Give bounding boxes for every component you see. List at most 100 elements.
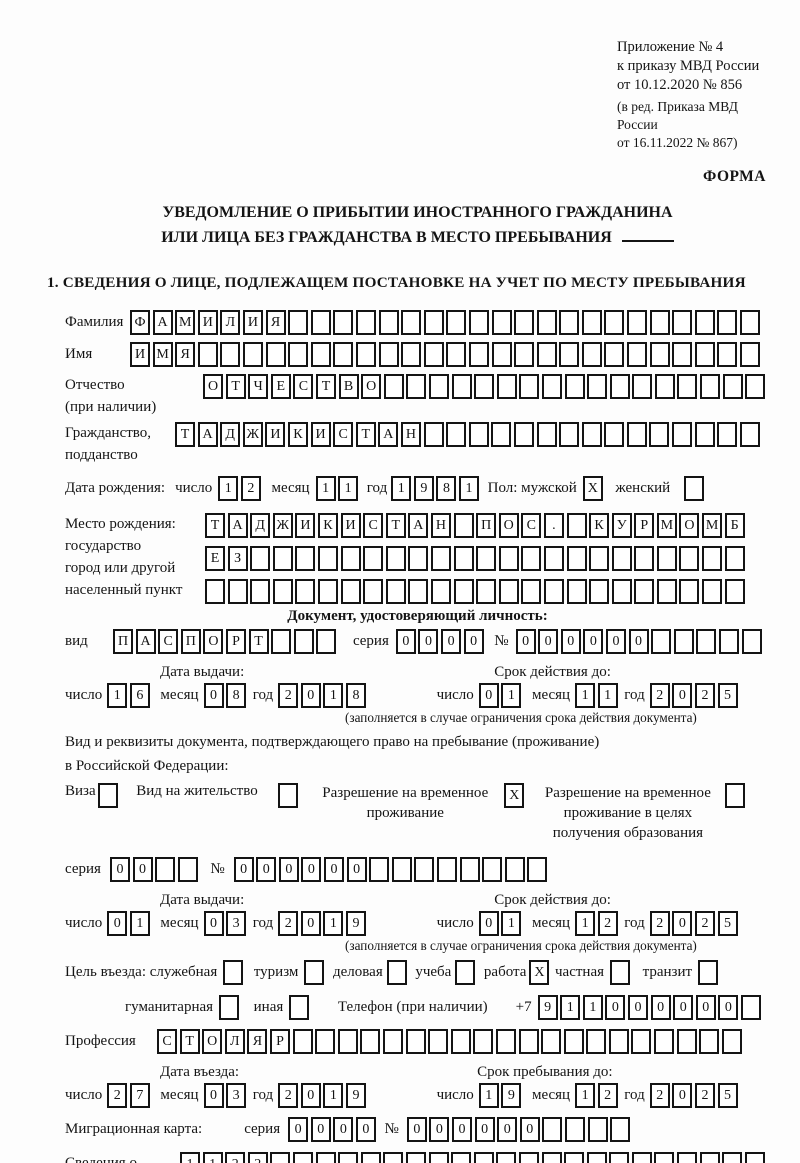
- char-cell[interactable]: И: [130, 342, 150, 367]
- char-cell[interactable]: [587, 374, 608, 399]
- char-cell[interactable]: Ч: [248, 374, 269, 399]
- char-cell[interactable]: [649, 422, 670, 447]
- char-cell[interactable]: Е: [270, 374, 291, 399]
- char-cell[interactable]: [405, 1152, 426, 1163]
- char-cell[interactable]: [385, 579, 406, 604]
- char-cell[interactable]: [543, 579, 564, 604]
- char-cell[interactable]: [722, 1152, 743, 1163]
- char-cell[interactable]: [491, 342, 512, 367]
- char-cell[interactable]: [702, 546, 723, 571]
- char-cell[interactable]: [581, 422, 602, 447]
- char-cell[interactable]: М: [152, 342, 173, 367]
- char-cell[interactable]: [453, 513, 474, 538]
- char-cell[interactable]: [609, 1152, 630, 1163]
- char-cell[interactable]: [672, 342, 693, 367]
- char-cell[interactable]: 2: [225, 1152, 246, 1163]
- char-cell[interactable]: И: [295, 513, 316, 538]
- char-cell[interactable]: 1: [338, 476, 359, 501]
- char-cell[interactable]: [363, 579, 384, 604]
- char-cell[interactable]: 1: [478, 1083, 499, 1108]
- char-cell[interactable]: 1: [107, 683, 128, 708]
- char-cell[interactable]: 0: [203, 1083, 224, 1108]
- char-cell[interactable]: С: [521, 513, 542, 538]
- char-cell[interactable]: [559, 310, 580, 335]
- char-cell[interactable]: 1: [501, 911, 522, 936]
- char-cell[interactable]: [333, 342, 354, 367]
- char-cell[interactable]: И: [310, 422, 331, 447]
- char-cell[interactable]: 0: [605, 629, 626, 654]
- char-cell[interactable]: 2: [597, 1083, 618, 1108]
- char-cell[interactable]: [378, 310, 399, 335]
- char-cell[interactable]: 0: [515, 629, 536, 654]
- char-cell[interactable]: О: [203, 374, 223, 399]
- char-cell[interactable]: 9: [345, 911, 366, 936]
- char-cell[interactable]: [739, 422, 760, 447]
- char-cell[interactable]: 0: [109, 857, 130, 882]
- char-cell[interactable]: 1: [315, 476, 336, 501]
- char-cell[interactable]: Д: [220, 422, 241, 447]
- char-cell[interactable]: У: [611, 513, 632, 538]
- char-cell[interactable]: [423, 422, 444, 447]
- char-cell[interactable]: [355, 342, 376, 367]
- char-cell[interactable]: [498, 579, 519, 604]
- char-cell[interactable]: Т: [179, 1029, 200, 1054]
- char-cell[interactable]: [541, 1152, 562, 1163]
- char-cell[interactable]: [694, 342, 715, 367]
- char-cell[interactable]: [679, 579, 700, 604]
- char-cell[interactable]: [295, 579, 316, 604]
- char-cell[interactable]: 1: [180, 1152, 200, 1163]
- char-cell[interactable]: [608, 1029, 629, 1054]
- char-cell[interactable]: [542, 1117, 563, 1142]
- char-cell[interactable]: 1: [459, 476, 480, 501]
- char-cell[interactable]: [559, 342, 580, 367]
- char-cell[interactable]: П: [113, 629, 133, 654]
- char-cell[interactable]: 0: [538, 629, 559, 654]
- char-cell[interactable]: [696, 629, 717, 654]
- char-cell[interactable]: [718, 629, 739, 654]
- char-cell[interactable]: [541, 374, 562, 399]
- char-cell[interactable]: [333, 310, 354, 335]
- char-cell[interactable]: К: [317, 513, 338, 538]
- char-cell[interactable]: 1: [323, 911, 344, 936]
- char-cell[interactable]: [453, 546, 474, 571]
- char-cell[interactable]: Р: [225, 629, 246, 654]
- char-cell[interactable]: [717, 342, 738, 367]
- char-cell[interactable]: М: [656, 513, 677, 538]
- char-cell[interactable]: 0: [628, 629, 649, 654]
- char-cell[interactable]: П: [476, 513, 497, 538]
- char-cell[interactable]: [700, 374, 721, 399]
- char-cell[interactable]: [408, 579, 429, 604]
- char-cell[interactable]: [382, 1029, 403, 1054]
- char-cell[interactable]: 0: [324, 857, 344, 882]
- char-cell[interactable]: [672, 310, 693, 335]
- char-cell[interactable]: [717, 310, 738, 335]
- char-cell[interactable]: 2: [597, 911, 618, 936]
- char-cell[interactable]: 6: [129, 683, 150, 708]
- char-cell[interactable]: О: [498, 513, 519, 538]
- char-cell[interactable]: [423, 310, 444, 335]
- char-cell[interactable]: 2: [694, 683, 715, 708]
- char-cell[interactable]: 1: [575, 1083, 596, 1108]
- char-cell[interactable]: [651, 629, 672, 654]
- char-cell[interactable]: 0: [519, 1117, 540, 1142]
- char-cell[interactable]: Ж: [242, 422, 263, 447]
- char-cell[interactable]: О: [202, 1029, 223, 1054]
- char-cell[interactable]: [694, 310, 715, 335]
- edu-permit-checkbox[interactable]: [724, 783, 745, 808]
- char-cell[interactable]: И: [197, 310, 218, 335]
- char-cell[interactable]: З: [227, 546, 248, 571]
- char-cell[interactable]: 5: [717, 683, 738, 708]
- char-cell[interactable]: [672, 422, 693, 447]
- char-cell[interactable]: 0: [463, 629, 484, 654]
- char-cell[interactable]: А: [135, 629, 156, 654]
- char-cell[interactable]: [527, 857, 548, 882]
- char-cell[interactable]: А: [378, 422, 399, 447]
- char-cell[interactable]: Т: [355, 422, 376, 447]
- char-cell[interactable]: [363, 546, 384, 571]
- char-cell[interactable]: [473, 1029, 494, 1054]
- char-cell[interactable]: Н: [400, 422, 421, 447]
- char-cell[interactable]: А: [152, 310, 173, 335]
- char-cell[interactable]: 9: [413, 476, 434, 501]
- char-cell[interactable]: [369, 857, 390, 882]
- char-cell[interactable]: [673, 629, 694, 654]
